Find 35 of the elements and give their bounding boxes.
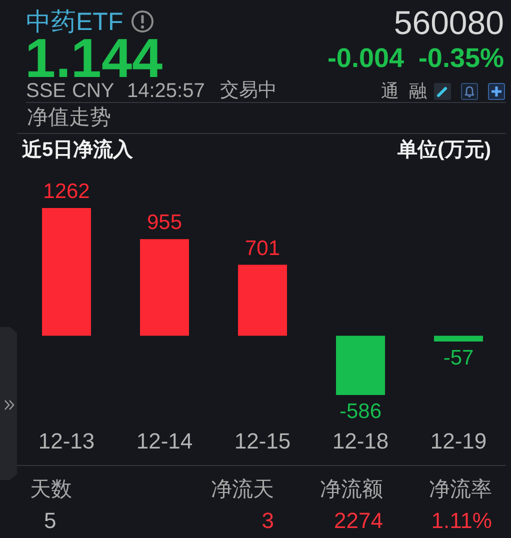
bar xyxy=(434,336,483,342)
bar xyxy=(140,239,189,336)
data-label: 1262 xyxy=(43,180,90,203)
x-tick-label: 12-19 xyxy=(430,428,487,454)
text: 净流率 xyxy=(429,478,492,501)
chart-subtitle: 单位(万元) xyxy=(398,139,491,161)
text: SSE xyxy=(26,80,66,102)
x-tick-label: 12-13 xyxy=(38,428,95,454)
text: 1.11% xyxy=(431,508,492,533)
data-label: -57 xyxy=(443,346,474,370)
text: 净流天 xyxy=(211,478,274,501)
text: 通 xyxy=(381,81,399,101)
text: CNY xyxy=(72,80,114,102)
text: 560080 xyxy=(394,4,504,41)
text: 净流额 xyxy=(320,478,383,501)
data-label: -586 xyxy=(339,400,382,423)
text: 融 xyxy=(409,81,427,101)
text: -0.35% xyxy=(418,43,504,73)
bar xyxy=(238,264,287,336)
text: 14:25:57 xyxy=(127,80,205,102)
text: 2274 xyxy=(334,508,383,533)
text: 5 xyxy=(44,508,56,533)
text: 净值走势 xyxy=(27,106,111,129)
text: -0.004 xyxy=(327,43,404,73)
data-label: 955 xyxy=(146,211,182,234)
chart-title: 近5日净流入 xyxy=(22,139,134,161)
text: 交易中 xyxy=(220,80,277,101)
x-tick-label: 12-18 xyxy=(332,428,389,454)
x-tick-label: 12-14 xyxy=(136,428,193,454)
text: 天数 xyxy=(30,478,72,501)
x-tick-label: 12-15 xyxy=(234,428,291,454)
bar xyxy=(42,208,91,336)
data-label: 701 xyxy=(244,236,280,260)
bar xyxy=(336,336,385,395)
text: 3 xyxy=(262,508,274,533)
